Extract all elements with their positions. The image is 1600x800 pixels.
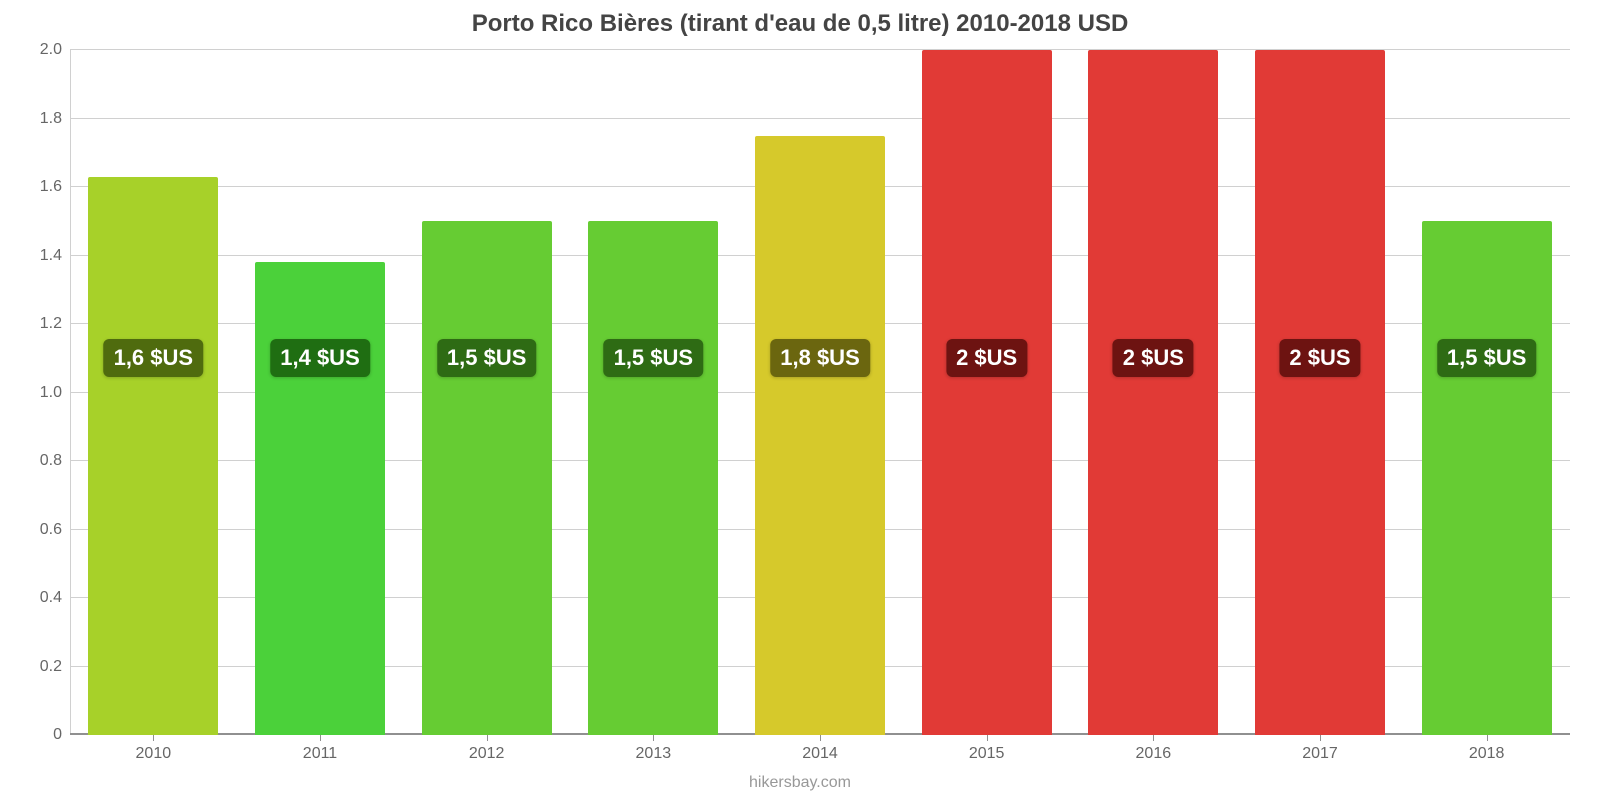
bar-value-label: 1,5 $US [437, 339, 537, 377]
x-tick-label: 2015 [969, 735, 1005, 763]
y-tick-label: 1.4 [40, 247, 70, 265]
y-tick-label: 0.2 [40, 658, 70, 676]
bar-value-label: 1,4 $US [270, 339, 370, 377]
bar-value-label: 1,5 $US [1437, 339, 1537, 377]
plot-area: 00.20.40.60.81.01.21.41.61.82.020101,6 $… [70, 50, 1570, 735]
bar: 1,5 $US [422, 221, 552, 735]
x-tick-label: 2011 [303, 735, 337, 763]
bar-value-label: 1,6 $US [104, 339, 204, 377]
x-tick-label: 2016 [1136, 735, 1172, 763]
chart-title: Porto Rico Bières (tirant d'eau de 0,5 l… [0, 0, 1600, 38]
bar-value-label: 2 $US [1113, 339, 1194, 377]
x-tick-label: 2018 [1469, 735, 1505, 763]
bar-value-label: 1,5 $US [604, 339, 704, 377]
x-tick-label: 2010 [136, 735, 172, 763]
y-tick-label: 0.8 [40, 452, 70, 470]
bar: 2 $US [922, 50, 1052, 735]
bar: 1,8 $US [755, 136, 885, 735]
x-tick-label: 2017 [1302, 735, 1338, 763]
x-tick-label: 2013 [636, 735, 672, 763]
y-axis-line [70, 50, 71, 735]
bar: 2 $US [1088, 50, 1218, 735]
y-tick-label: 1.0 [40, 384, 70, 402]
y-tick-label: 1.6 [40, 178, 70, 196]
bar: 1,4 $US [255, 262, 385, 735]
bar-value-label: 1,8 $US [770, 339, 870, 377]
y-tick-label: 0 [53, 726, 70, 744]
bar-value-label: 2 $US [1279, 339, 1360, 377]
chart-source-label: hikersbay.com [0, 774, 1600, 792]
bar: 2 $US [1255, 50, 1385, 735]
bar: 1,5 $US [588, 221, 718, 735]
y-tick-label: 2.0 [40, 41, 70, 59]
bar: 1,5 $US [1422, 221, 1552, 735]
y-tick-label: 0.6 [40, 521, 70, 539]
x-tick-label: 2012 [469, 735, 505, 763]
chart-container: Porto Rico Bières (tirant d'eau de 0,5 l… [0, 0, 1600, 800]
x-tick-label: 2014 [802, 735, 838, 763]
y-tick-label: 1.8 [40, 110, 70, 128]
y-tick-label: 1.2 [40, 315, 70, 333]
bar-value-label: 2 $US [946, 339, 1027, 377]
y-tick-label: 0.4 [40, 589, 70, 607]
bar: 1,6 $US [88, 177, 218, 735]
